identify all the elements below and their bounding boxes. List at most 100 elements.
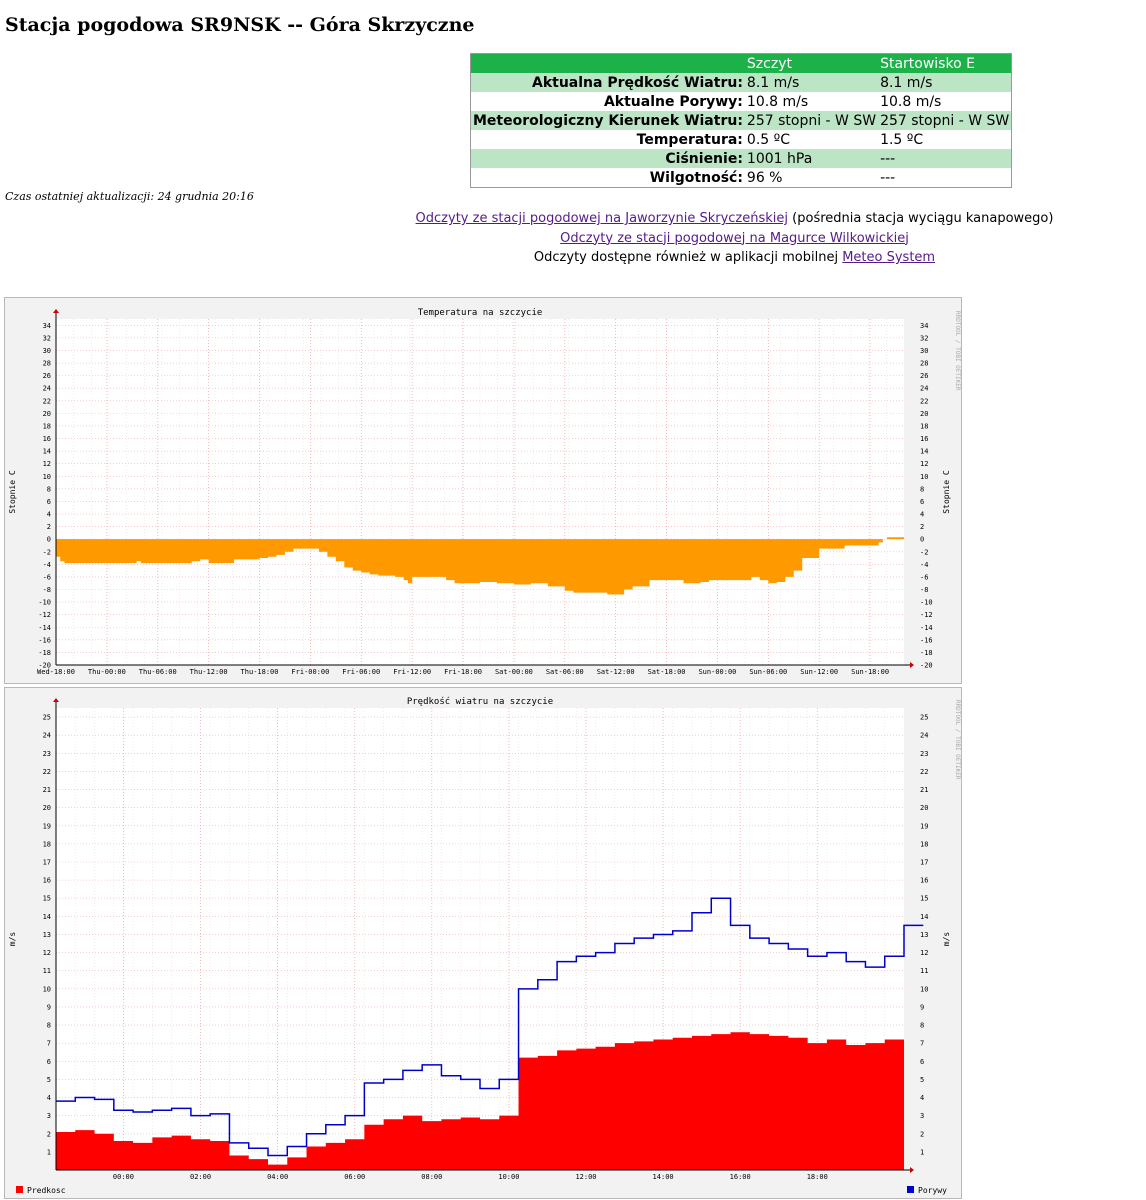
row-label: Aktualna Prędkość Wiatru: <box>470 73 745 92</box>
y-tick-label-left: 18 <box>43 840 51 848</box>
y-tick-label-right: 6 <box>920 1058 924 1066</box>
meteo-system-link[interactable]: Meteo System <box>842 250 936 265</box>
x-tick-label: Sun-00:00 <box>698 668 736 676</box>
temperature-area <box>56 539 883 595</box>
y-tick-label-left: 24 <box>43 732 51 740</box>
y-tick-label-left: 23 <box>43 750 51 758</box>
x-tick-label: Fri-06:00 <box>342 668 380 676</box>
table-row: Aktualna Prędkość Wiatru: 8.1 m/s 8.1 m/… <box>470 73 1012 92</box>
table-header-row: Szczyt Startowisko E <box>470 53 1012 73</box>
y-tick-label-right: 17 <box>920 859 928 867</box>
y-tick-label-left: 16 <box>43 435 51 443</box>
y-tick-label-left: 24 <box>43 385 51 393</box>
y-tick-label-left: -20 <box>38 662 51 670</box>
x-tick-label: Sat-12:00 <box>597 668 635 676</box>
x-tick-label: 06:00 <box>344 1173 365 1181</box>
y-tick-label-left: 4 <box>47 1094 51 1102</box>
y-tick-label-left: -18 <box>38 649 51 657</box>
legend-label-speed: Predkosc <box>27 1186 66 1195</box>
x-tick-label: Sat-00:00 <box>495 668 533 676</box>
x-tick-label: 14:00 <box>653 1173 674 1181</box>
y-tick-label-right: 10 <box>920 473 928 481</box>
y-tick-label-right: 22 <box>920 397 928 405</box>
row-label: Temperatura: <box>636 131 743 148</box>
y-tick-label-right: -2 <box>920 548 928 556</box>
summit-value: 8.1 m/s <box>744 73 879 92</box>
launch-value: --- <box>880 169 896 186</box>
y-tick-label-right: 16 <box>920 877 928 885</box>
y-tick-label-left: 13 <box>43 931 51 939</box>
x-tick-label: Sun-06:00 <box>749 668 787 676</box>
temperature-chart: -20 -20 -18 -18 -16 -16 -14 -14 -12 -12 -10 -10 -8 -8… <box>4 297 962 684</box>
x-tick-label: 02:00 <box>190 1173 211 1181</box>
y-axis-arrow <box>53 698 59 702</box>
y-tick-label-right: 34 <box>920 322 928 330</box>
x-axis-arrow <box>910 1167 914 1173</box>
legend-swatch-gusts <box>907 1186 914 1193</box>
y-tick-label-right: 2 <box>920 1130 924 1138</box>
y-tick-label-left: -4 <box>43 561 51 569</box>
y-tick-label-right: 0 <box>920 536 924 544</box>
y-tick-label-right: 25 <box>920 714 928 722</box>
wind-speed-area <box>56 1032 904 1170</box>
y-tick-label-right: 18 <box>920 422 928 430</box>
summit-value: 10.8 m/s <box>746 93 809 110</box>
wind-chart: 1 1 2 2 3 3 4 4 5 5 6 6 7 7 8 8 9 9 10 10 11 11 12 12 13 13 14 14 15… <box>4 687 962 1199</box>
y-tick-label-right: 4 <box>920 1094 924 1102</box>
magurka-link[interactable]: Odczyty ze stacji pogodowej na Magurce W… <box>560 230 909 246</box>
y-tick-label-left: 20 <box>43 410 51 418</box>
x-tick-label: 08:00 <box>421 1173 442 1181</box>
y-tick-label-right: 11 <box>920 967 928 975</box>
y-tick-label-right: 14 <box>920 448 928 456</box>
x-tick-label: 12:00 <box>575 1173 596 1181</box>
y-tick-label-right: 24 <box>920 732 928 740</box>
rrdtool-watermark: RRDTOOL / TOBI OETIKER <box>954 700 961 780</box>
y-tick-label-right: 20 <box>920 410 928 418</box>
jaworzyna-link[interactable]: Odczyty ze stacji pogodowej na Jaworzyni… <box>415 211 789 226</box>
x-tick-label: Sun-12:00 <box>800 668 838 676</box>
x-tick-label: Thu-06:00 <box>139 668 177 676</box>
x-tick-label: Thu-00:00 <box>88 668 126 676</box>
y-tick-label-left: 10 <box>43 985 51 993</box>
launch-value: 257 stopni - W SW <box>878 111 1012 130</box>
x-tick-label: Fri-00:00 <box>291 668 329 676</box>
y-tick-label-right: 6 <box>920 498 924 506</box>
y-tick-label-left: 0 <box>47 536 51 544</box>
y-axis-title-left: m/s <box>8 932 17 947</box>
wind-gust-line <box>56 897 924 1157</box>
y-tick-label-left: 1 <box>47 1148 51 1156</box>
y-tick-label-left: 34 <box>43 322 51 330</box>
chart-title: Prędkość wiatru na szczycie <box>407 696 553 707</box>
y-tick-label-left: 6 <box>47 498 51 506</box>
y-tick-label-right: -4 <box>920 561 928 569</box>
y-tick-label-left: 16 <box>43 877 51 885</box>
x-tick-label: Fri-18:00 <box>444 668 482 676</box>
legend-label-gusts: Porywy <box>918 1186 947 1195</box>
y-tick-label-left: 5 <box>47 1076 51 1084</box>
x-tick-label: 18:00 <box>807 1173 828 1181</box>
y-tick-label-right: 20 <box>920 804 928 812</box>
y-tick-label-right: 15 <box>920 895 928 903</box>
x-tick-label: Wed-18:00 <box>37 668 75 676</box>
y-tick-label-left: -2 <box>43 548 51 556</box>
header-summit: Szczyt <box>744 53 879 73</box>
y-tick-label-right: 26 <box>920 372 928 380</box>
table-row: Aktualne Porywy: 10.8 m/s 10.8 m/s <box>471 92 1012 111</box>
y-tick-label-left: -14 <box>38 624 51 632</box>
y-tick-label-right: 22 <box>920 768 928 776</box>
y-tick-label-right: -20 <box>920 662 933 670</box>
row-label: Wilgotność: <box>649 169 743 186</box>
y-tick-label-left: 12 <box>43 460 51 468</box>
mobile-line: Odczyty dostępne również w aplikacji mob… <box>0 248 1146 268</box>
table-row: Temperatura: 0.5 ºC 1.5 ºC <box>471 130 1012 149</box>
y-tick-label-right: 12 <box>920 949 928 957</box>
y-tick-label-left: 32 <box>43 334 51 342</box>
y-tick-label-right: 4 <box>920 511 924 519</box>
y-tick-label-right: -14 <box>920 624 933 632</box>
temperature-area <box>887 537 904 540</box>
header-launch: Startowisko E <box>878 53 1012 73</box>
row-label: Aktualne Porywy: <box>603 93 743 110</box>
temperature-chart-svg: -20 -20-18 -18-16 -16-14 -14-12 -12-10 -10-8 -8… <box>8 308 961 676</box>
y-tick-label-right: 2 <box>920 523 924 531</box>
